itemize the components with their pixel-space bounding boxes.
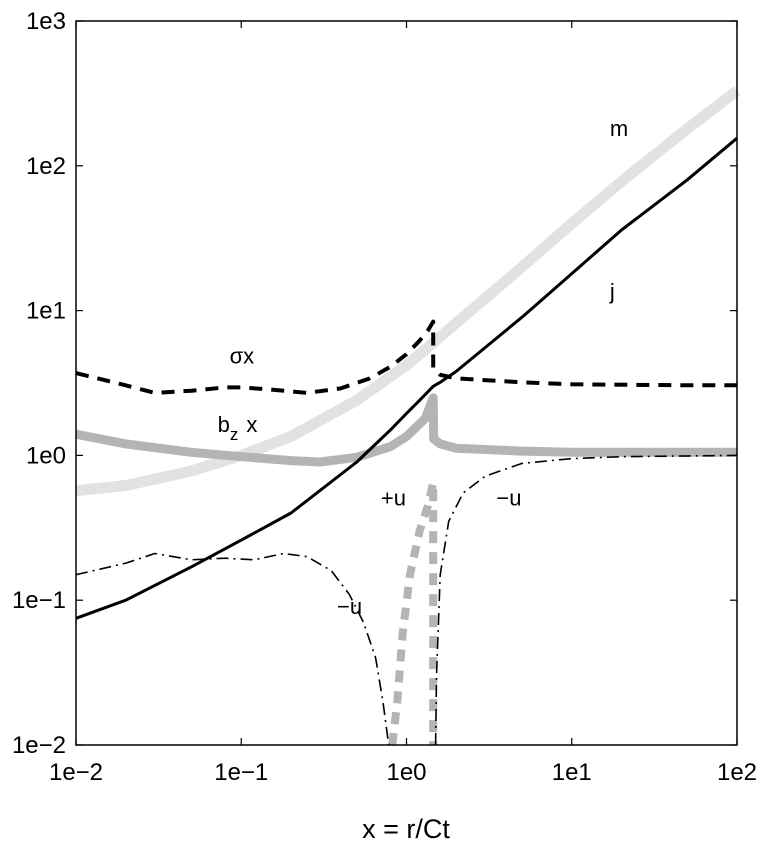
series-thick-light-gray-0 — [75, 86, 741, 497]
y-tick-label: 1e0 — [26, 442, 66, 469]
series-thick-dashed-gray-6 — [388, 478, 438, 746]
annotation-layer: m j σx bz x +u −u −u — [218, 116, 628, 619]
x-tick-label: 1e−2 — [49, 759, 103, 786]
annotation-plus-u: +u — [381, 486, 406, 511]
annotation-m: m — [610, 116, 628, 141]
annotation-j: j — [609, 279, 615, 304]
x-tick-label: 1e2 — [717, 759, 757, 786]
y-tick-label: 1e1 — [26, 298, 66, 325]
annotation-sigma: σx — [230, 344, 255, 369]
series-dash-dot-black-4 — [75, 552, 390, 746]
annotation-bz: bz x — [218, 412, 258, 444]
x-tick-label: 1e1 — [552, 759, 592, 786]
annotation-minus-u-right: −u — [496, 486, 521, 511]
ticks-layer: 1e−2 1e−1 1e0 1e1 1e2 1e−2 1e−1 1e0 1e1 1e2 1e3 — [12, 8, 757, 786]
x-tick-label: 1e0 — [386, 759, 426, 786]
y-tick-label: 1e2 — [26, 153, 66, 180]
y-tick-label: 1e−2 — [12, 732, 66, 759]
series-solid-black-1 — [75, 137, 738, 620]
series-thick-mid-gray-3 — [75, 393, 737, 467]
series-dashed-black-2 — [75, 319, 737, 395]
x-axis-title: x = r/Ct — [362, 814, 450, 844]
y-tick-label: 1e3 — [26, 8, 66, 35]
annotation-minus-u-left: −u — [337, 594, 362, 619]
series-layer — [75, 86, 741, 746]
series-dash-dot-black-5 — [434, 454, 738, 746]
y-tick-label: 1e−1 — [12, 587, 66, 614]
x-tick-label: 1e−1 — [214, 759, 268, 786]
